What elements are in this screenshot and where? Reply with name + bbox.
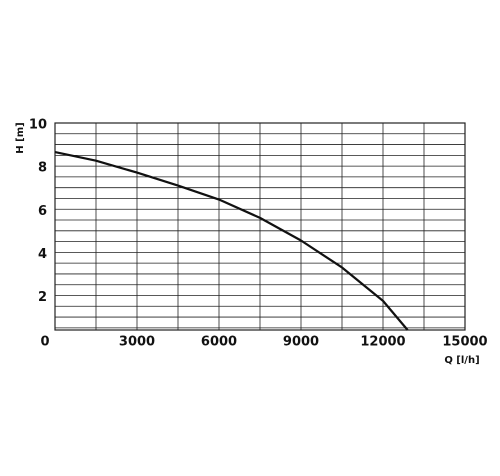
x-tick-label: 15000 [442, 335, 487, 350]
y-tick-label: 6 [38, 204, 47, 219]
y-tick-label: 10 [29, 118, 47, 133]
y-tick-label: 8 [38, 161, 47, 176]
y-tick-label: 2 [38, 290, 47, 305]
x-tick-label: 12000 [360, 335, 405, 350]
curve [54, 151, 409, 331]
y-tick-label: 4 [38, 247, 47, 262]
x-tick-label: 3000 [119, 335, 155, 350]
x-tick-label: 6000 [201, 335, 237, 350]
x-axis-label: Q [l/h] [444, 355, 479, 366]
x-tick-label: 0 [40, 335, 49, 350]
y-axis-label: H [m] [15, 122, 26, 153]
x-tick-label: 9000 [283, 335, 319, 350]
